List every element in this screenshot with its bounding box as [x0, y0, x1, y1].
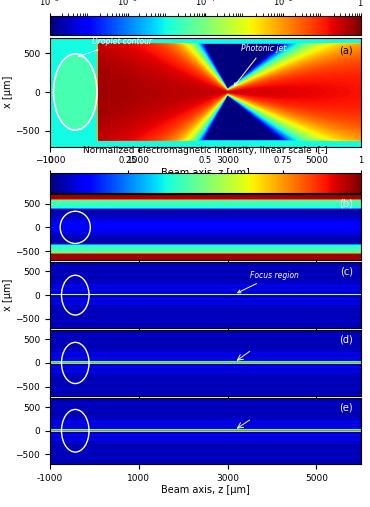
Text: (c): (c) — [340, 267, 353, 277]
Y-axis label: x [μm]: x [μm] — [3, 279, 13, 311]
X-axis label: Beam axis, z [μm]: Beam axis, z [μm] — [161, 168, 250, 178]
Text: (d): (d) — [339, 335, 353, 344]
Text: Droplet contour: Droplet contour — [78, 37, 152, 57]
Text: (a): (a) — [339, 45, 353, 55]
Y-axis label: x [μm]: x [μm] — [3, 76, 13, 108]
X-axis label: Beam axis, z [μm]: Beam axis, z [μm] — [161, 485, 250, 495]
Text: (e): (e) — [339, 402, 353, 412]
Text: Photonic jet: Photonic jet — [234, 44, 286, 86]
Text: Focus region: Focus region — [238, 271, 299, 293]
Title: Normalized electromagnetic intensity, linear scale  [-]: Normalized electromagnetic intensity, li… — [83, 146, 328, 155]
Text: (b): (b) — [339, 199, 353, 209]
